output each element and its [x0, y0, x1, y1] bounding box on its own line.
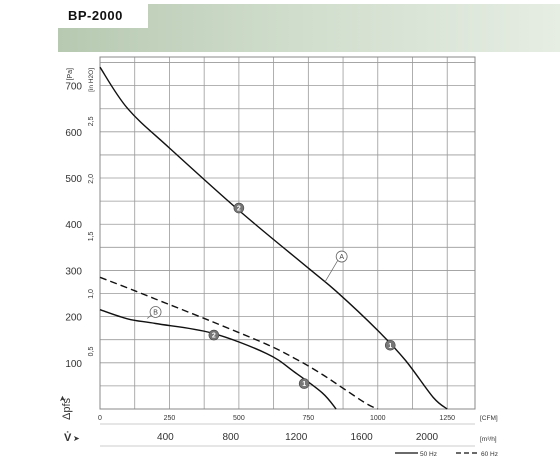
operating-point-label-2: 2	[212, 333, 216, 340]
operating-point-label-2: 2	[237, 206, 241, 213]
grid	[100, 57, 475, 409]
operating-point-marker-2	[233, 202, 245, 214]
operating-point-marker-1	[384, 339, 396, 351]
y-tick-label-inh2o: 0,5	[88, 346, 95, 356]
leader-line-b	[147, 314, 152, 319]
y-tick-label-pa: 400	[65, 220, 82, 231]
x-unit-m3h: [m³/h]	[480, 436, 497, 443]
x-axis-label: V̇	[64, 431, 72, 444]
y-unit-inh2o: [in H2O]	[88, 68, 95, 92]
x-tick-label-cfm: 500	[233, 415, 245, 422]
x-unit-cfm: [CFM]	[480, 415, 498, 422]
x-tick-label-cfm: 750	[302, 415, 314, 422]
x-tick-label-cfm: 0	[98, 415, 102, 422]
x-axis-arrow: ➤	[73, 434, 80, 443]
legend-60hz-label: 60 Hz	[481, 451, 498, 458]
y-axis-label: Δpfs	[61, 397, 73, 420]
operating-point-label-1: 1	[302, 381, 306, 388]
curve-marker-a	[335, 250, 348, 263]
x-tick-label-cfm: 250	[164, 415, 176, 422]
legend-50hz-label: 50 Hz	[420, 451, 437, 458]
chart-title: BP-2000	[68, 8, 123, 23]
curve-marker-label-b: B	[153, 309, 158, 316]
legend: 50 Hz 60 Hz	[395, 451, 498, 458]
series-layer	[99, 66, 448, 410]
operating-point-marker-1	[298, 378, 310, 389]
series-curve-a	[99, 66, 448, 410]
operating-point-marker-2	[208, 329, 220, 341]
markers: A B 2 1 2 1	[149, 202, 396, 389]
x-tick-label-m3h: 800	[222, 432, 239, 443]
title-tab	[58, 4, 148, 28]
x-tick-label-cfm: 1000	[370, 415, 386, 422]
y-tick-label-pa: 500	[65, 174, 82, 185]
series-curve-lower	[99, 309, 337, 410]
y-tick-label-pa: 600	[65, 128, 82, 139]
y-tick-label-inh2o: 2,0	[88, 174, 95, 184]
curve-marker-label-a: A	[339, 254, 344, 261]
y-unit-pa: [Pa]	[67, 68, 74, 81]
x-tick-label-m3h: 1600	[350, 432, 373, 443]
y-tick-label-pa: 200	[65, 313, 82, 324]
x-tick-label-m3h: 1200	[285, 432, 308, 443]
y-tick-label-pa: 300	[65, 266, 82, 277]
y-tick-label-inh2o: 1,5	[88, 231, 95, 241]
y-tick-label-pa: 100	[65, 359, 82, 370]
operating-point-label-1: 1	[388, 343, 392, 350]
y-tick-label-inh2o: 1,0	[88, 289, 95, 299]
leader-line-a	[324, 260, 338, 283]
x-tick-label-m3h: 400	[157, 432, 174, 443]
y-axis-arrow: ➤	[58, 395, 67, 402]
y-tick-label-inh2o: 2,5	[88, 116, 95, 126]
x-tick-label-m3h: 2000	[416, 432, 439, 443]
series-curve-b	[99, 276, 379, 410]
curve-marker-b	[149, 306, 162, 318]
y-tick-label-pa: 700	[65, 82, 82, 93]
plot-frame	[99, 56, 476, 410]
x-tick-label-cfm: 1250	[439, 415, 455, 422]
